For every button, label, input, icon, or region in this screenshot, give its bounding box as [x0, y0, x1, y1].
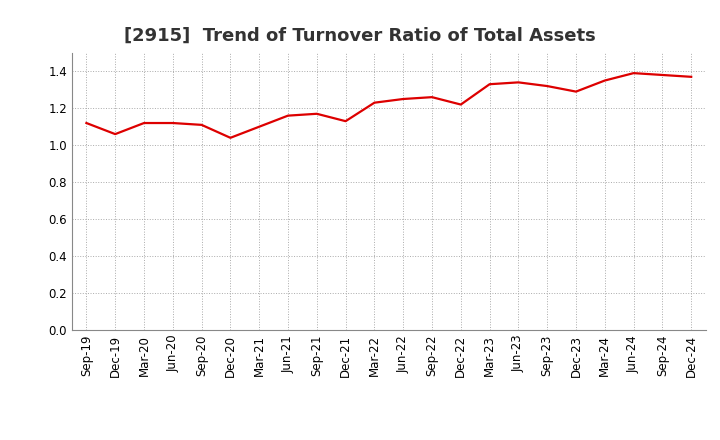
Text: [2915]  Trend of Turnover Ratio of Total Assets: [2915] Trend of Turnover Ratio of Total …	[124, 26, 596, 44]
